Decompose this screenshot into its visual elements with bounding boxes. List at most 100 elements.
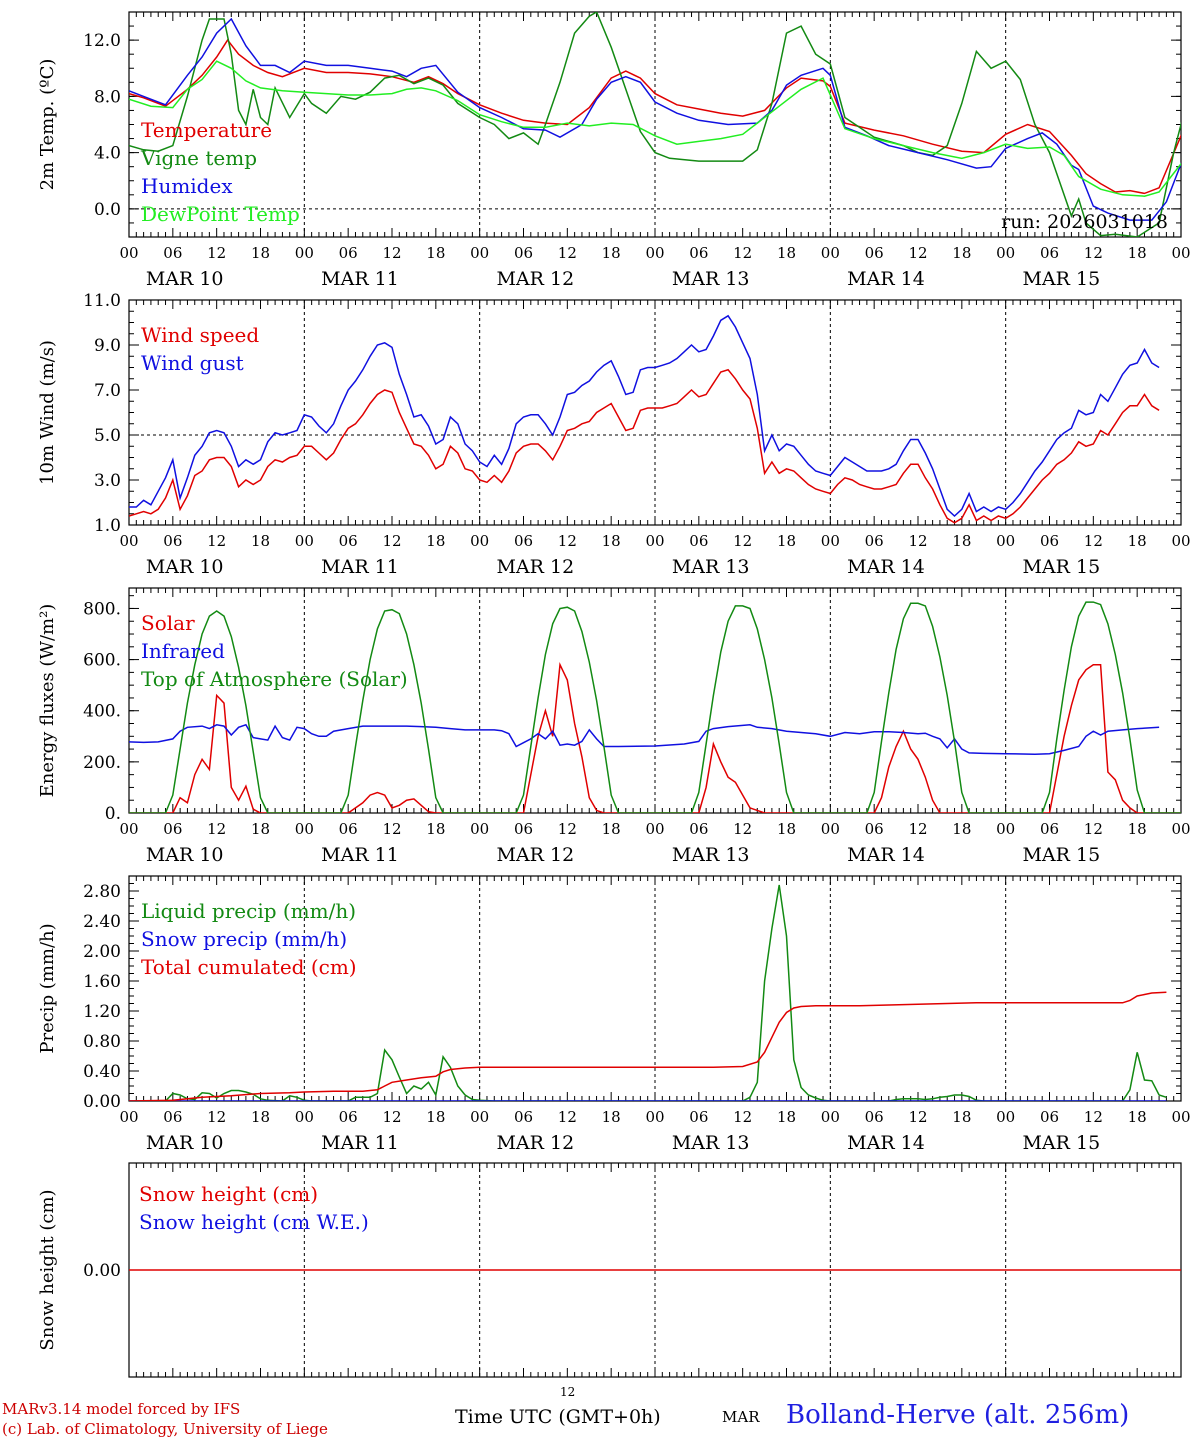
legend-item: Liquid precip (mm/h) — [141, 899, 356, 923]
x-hour-label: 12 — [558, 532, 577, 550]
day-label: MAR 14 — [847, 268, 925, 290]
day-label: MAR 10 — [146, 268, 224, 290]
y-tick-label: 2.40 — [83, 912, 121, 932]
y-tick-label: 7.0 — [94, 381, 121, 401]
x-hour-label: 12 — [1084, 244, 1103, 262]
y-tick-label: 0.00 — [83, 1261, 121, 1281]
y-axis-label: 2m Temp. (ºC) — [37, 59, 58, 191]
day-label: MAR 15 — [1022, 556, 1100, 578]
y-tick-label: 11.0 — [83, 291, 121, 311]
panel-5: 0.00 Snow height (cm) Snow height (cm) Snow… — [37, 1162, 1182, 1378]
x-hour-label: 18 — [602, 1108, 621, 1126]
x-hour-label: 00 — [295, 532, 314, 550]
x-hour-label: 12 — [733, 1108, 752, 1126]
day-label: MAR 13 — [672, 268, 750, 290]
day-label: MAR 10 — [146, 844, 224, 866]
x-hour-label: 06 — [339, 532, 358, 550]
x-hour-label: 18 — [952, 820, 971, 838]
series-line-solar — [129, 661, 1181, 813]
series-line-total-cumulated-cm- — [129, 991, 1167, 1101]
legend-item: Snow height (cm) — [139, 1182, 318, 1206]
x-hour-label: 06 — [514, 1108, 533, 1126]
x-hour-label: 06 — [865, 1108, 884, 1126]
legend-item: DewPoint Temp — [141, 202, 300, 226]
run-label: run: 2026031018 — [1001, 211, 1168, 233]
legend-item: Wind gust — [141, 351, 244, 375]
y-tick-label: 0.40 — [83, 1062, 121, 1082]
x-hour-label: 06 — [163, 820, 182, 838]
x-hour-label: 06 — [339, 820, 358, 838]
legend-item: Wind speed — [141, 323, 259, 347]
x-hour-label: 12 — [382, 1108, 401, 1126]
x-hour-label: 18 — [1128, 244, 1147, 262]
x-hour-label: 12 — [733, 244, 752, 262]
x-hour-label: 06 — [163, 1108, 182, 1126]
x-hour-label: 18 — [602, 532, 621, 550]
x-hour-label: 12 — [733, 532, 752, 550]
x-hour-label: 06 — [689, 244, 708, 262]
day-label: MAR 12 — [496, 1132, 574, 1154]
legend-item: Vigne temp — [140, 146, 257, 170]
y-axis-label: Snow height (cm) — [37, 1189, 58, 1350]
series-line-dewpoint-temp — [129, 60, 1181, 197]
y-tick-label: 600. — [83, 651, 121, 671]
day-label: MAR 15 — [1022, 268, 1100, 290]
x-hour-label: 18 — [426, 244, 445, 262]
x-hour-label: 12 — [558, 244, 577, 262]
x-hour-label: 00 — [470, 244, 489, 262]
x-hour-label: 06 — [865, 820, 884, 838]
x-hour-label: 00 — [645, 244, 664, 262]
series-line-wind-gust — [129, 314, 1160, 518]
day-label: MAR 14 — [847, 556, 925, 578]
x-hour-label: 00 — [470, 820, 489, 838]
x-hour-label: 12 — [382, 532, 401, 550]
y-tick-label: 2.80 — [83, 882, 121, 902]
x-hour-label: 12 — [1084, 532, 1103, 550]
x-hour-label: 00 — [645, 1108, 664, 1126]
x-hour-label: 12 — [1084, 1108, 1103, 1126]
x-hour-label: 00 — [1171, 1108, 1190, 1126]
panel-4: 0.00 0.40 0.80 1.20 1.60 2.00 2.40 2.80 Precip (… — [37, 875, 1191, 1154]
y-tick-label: 0.0 — [94, 200, 121, 220]
x-hour-label: 12 — [207, 1108, 226, 1126]
x-hour-label: 00 — [996, 1108, 1015, 1126]
x-hour-label: 06 — [163, 244, 182, 262]
x-hour-label: 00 — [821, 244, 840, 262]
y-axis-label: Energy fluxes (W/m²) — [37, 604, 58, 798]
y-tick-label: 0.00 — [83, 1092, 121, 1112]
legend-item: Humidex — [141, 174, 233, 198]
x-hour-label: 06 — [339, 244, 358, 262]
day-label: MAR 12 — [496, 268, 574, 290]
x-hour-label: 00 — [470, 1108, 489, 1126]
series-line-humidex — [129, 17, 1181, 221]
x-hour-label: 12 — [207, 244, 226, 262]
time-axis-label: Time UTC (GMT+0h) — [455, 1406, 661, 1428]
day-label: MAR 15 — [1022, 1132, 1100, 1154]
x-hour-label: 00 — [821, 1108, 840, 1126]
day-label: MAR 11 — [321, 844, 399, 866]
model-credit-line: MARv3.14 model forced by IFS — [2, 1400, 241, 1418]
x-hour-label: 06 — [1040, 244, 1059, 262]
y-tick-label: 5.0 — [94, 426, 121, 446]
x-hour-label: 12 — [908, 244, 927, 262]
x-hour-label: 00 — [1171, 244, 1190, 262]
panel-frame — [128, 587, 1182, 814]
y-tick-label: 1.0 — [94, 516, 121, 536]
x-hour-label: 18 — [777, 1108, 796, 1126]
x-hour-label: 12 — [207, 532, 226, 550]
y-tick-label: 4.0 — [94, 144, 121, 164]
y-tick-label: 2.00 — [83, 942, 121, 962]
x-hour-label: 00 — [119, 532, 138, 550]
day-label: MAR 13 — [672, 844, 750, 866]
series-line-liquid-precip-mm-h- — [129, 884, 1167, 1101]
panel-2: 1.0 3.0 5.0 7.0 9.0 11.0 10m Wind (m/s) 00 06 12 1… — [37, 291, 1191, 578]
x-hour-label: 00 — [295, 1108, 314, 1126]
x-hour-label: 06 — [163, 532, 182, 550]
x-hour-label: 06 — [339, 1108, 358, 1126]
x-hour-label: 18 — [426, 820, 445, 838]
x-hour-label: 12 — [207, 820, 226, 838]
legend-item: Infrared — [141, 639, 225, 663]
x-hour-label: 18 — [952, 532, 971, 550]
legend-item: Snow precip (mm/h) — [141, 927, 347, 951]
